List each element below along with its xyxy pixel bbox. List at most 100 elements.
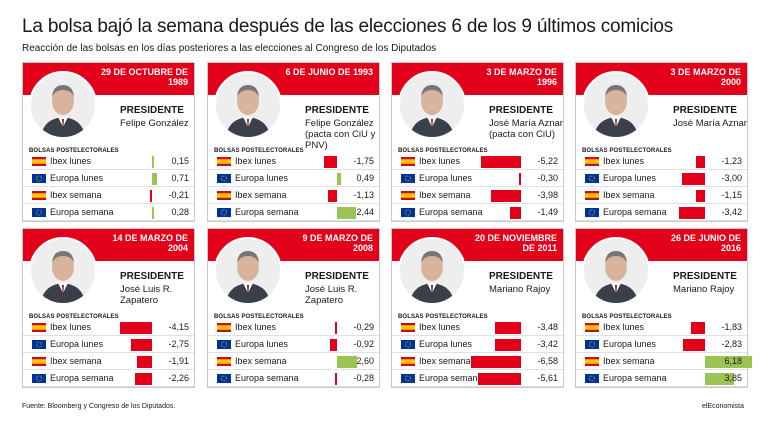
bar-row: Ibex lunes -5,22	[392, 153, 563, 170]
election-date: 14 DE MARZO DE 2004	[112, 233, 188, 253]
index-label: Europa lunes	[603, 173, 657, 183]
eu-flag-icon	[217, 340, 231, 349]
bar-row: Europa lunes -3,00	[576, 170, 747, 187]
bar-row: Ibex lunes -4,15	[23, 319, 194, 336]
value-bar	[337, 207, 356, 219]
value-label: 6,18	[724, 356, 742, 366]
eu-flag-icon	[217, 174, 231, 183]
election-panel: 26 DE JUNIO DE 2016 PRESIDENTE Mariano Raj…	[575, 228, 752, 388]
portrait-photo	[29, 71, 97, 139]
index-label: Europa semana	[603, 373, 667, 383]
index-label: Europa semana	[50, 207, 114, 217]
index-label: Europa lunes	[50, 173, 104, 183]
value-label: -1,75	[353, 156, 374, 166]
spain-flag-icon	[401, 357, 415, 366]
value-label: -4,15	[168, 322, 189, 332]
spain-flag-icon	[401, 157, 415, 166]
value-bar	[337, 356, 357, 368]
index-label: Ibex lunes	[50, 156, 92, 166]
bar-row: Ibex semana -6,58	[392, 353, 563, 370]
value-label: -0,92	[353, 339, 374, 349]
value-label: -0,21	[168, 190, 189, 200]
election-panel: 20 DE NOVIEMBRE DE 2011 PRESIDENTE Mariano…	[391, 228, 564, 388]
value-label: 2,60	[356, 356, 374, 366]
election-date: 6 DE JUNIO DE 1993	[285, 67, 373, 77]
eu-flag-icon	[32, 340, 46, 349]
value-bar	[478, 373, 521, 385]
portrait-photo	[214, 71, 282, 139]
election-panel: 6 DE JUNIO DE 1993 PRESIDENTE Felipe Gonzá…	[207, 62, 380, 222]
value-bar	[150, 190, 152, 202]
eu-flag-icon	[32, 374, 46, 383]
value-label: -0,28	[353, 373, 374, 383]
spain-flag-icon	[217, 157, 231, 166]
value-label: -2,26	[168, 373, 189, 383]
value-label: -3,98	[537, 190, 558, 200]
index-label: Ibex semana	[419, 190, 471, 200]
spain-flag-icon	[401, 323, 415, 332]
index-label: Europa semana	[50, 373, 114, 383]
eu-flag-icon	[401, 174, 415, 183]
value-bar	[334, 322, 337, 334]
bar-row: Ibex semana -1,13	[208, 187, 379, 204]
bar-row: Ibex lunes -1,23	[576, 153, 747, 170]
election-date: 20 DE NOVIEMBRE DE 2011	[474, 233, 557, 253]
index-label: Ibex semana	[235, 356, 287, 366]
index-label: Ibex semana	[50, 190, 102, 200]
value-label: -3,00	[721, 173, 742, 183]
election-panel: 29 DE OCTUBRE DE 1989 PRESIDENTE Felipe Go…	[22, 62, 195, 222]
value-label: -0,29	[353, 322, 374, 332]
value-bar	[495, 339, 521, 351]
eu-flag-icon	[585, 208, 599, 217]
section-label: BOLSAS POSTELECTORALES	[29, 314, 119, 320]
value-label: -3,42	[721, 207, 742, 217]
role-label: PRESIDENTE	[673, 105, 737, 116]
portrait-photo	[582, 237, 650, 305]
eu-flag-icon	[585, 340, 599, 349]
index-label: Europa semana	[419, 373, 483, 383]
person-name: Felipe González	[305, 118, 374, 129]
bar-row: Ibex lunes -1,75	[208, 153, 379, 170]
election-panel: 9 DE MARZO DE 2008 PRESIDENTE José Luis R.…	[207, 228, 380, 388]
section-label: BOLSAS POSTELECTORALES	[214, 314, 304, 320]
eu-flag-icon	[401, 208, 415, 217]
index-label: Ibex lunes	[419, 156, 461, 166]
role-label: PRESIDENTE	[120, 271, 184, 282]
value-bar	[509, 207, 521, 219]
value-label: -2,83	[721, 339, 742, 349]
eu-flag-icon	[32, 208, 46, 217]
election-panel: 3 DE MARZO DE 1996 PRESIDENTE José María A…	[391, 62, 564, 222]
bar-row: Europa semana 2,44	[208, 204, 379, 221]
value-bar	[134, 373, 152, 385]
value-label: -5,22	[537, 156, 558, 166]
source-note: Fuente: Bloomberg y Congreso de los Dipu…	[22, 403, 176, 410]
index-label: Europa lunes	[603, 339, 657, 349]
eu-flag-icon	[585, 174, 599, 183]
value-bar	[152, 173, 158, 185]
value-bar	[695, 156, 705, 168]
eu-flag-icon	[401, 374, 415, 383]
spain-flag-icon	[585, 357, 599, 366]
bar-row: Europa lunes -0,92	[208, 336, 379, 353]
value-label: -3,48	[537, 322, 558, 332]
index-label: Ibex lunes	[603, 156, 645, 166]
bar-row: Europa semana 0,28	[23, 204, 194, 221]
index-label: Ibex lunes	[603, 322, 645, 332]
value-label: -0,30	[537, 173, 558, 183]
section-label: BOLSAS POSTELECTORALES	[214, 148, 304, 154]
election-date: 29 DE OCTUBRE DE 1989	[100, 67, 188, 87]
person-name: José María Aznar	[673, 118, 747, 129]
value-label: -1,49	[537, 207, 558, 217]
index-label: Europa lunes	[50, 339, 104, 349]
value-label: 0,71	[171, 173, 189, 183]
bar-row: Europa semana -5,61	[392, 370, 563, 387]
role-label: PRESIDENTE	[305, 105, 369, 116]
eu-flag-icon	[401, 340, 415, 349]
election-panel: 3 DE MARZO DE 2000 PRESIDENTE José María A…	[575, 62, 748, 222]
value-bar	[494, 322, 521, 334]
person-name: José Luis R. Zapatero	[305, 284, 358, 306]
bar-row: Europa lunes -3,42	[392, 336, 563, 353]
value-label: -1,83	[721, 322, 742, 332]
section-label: BOLSAS POSTELECTORALES	[398, 314, 488, 320]
index-label: Europa semana	[419, 207, 483, 217]
